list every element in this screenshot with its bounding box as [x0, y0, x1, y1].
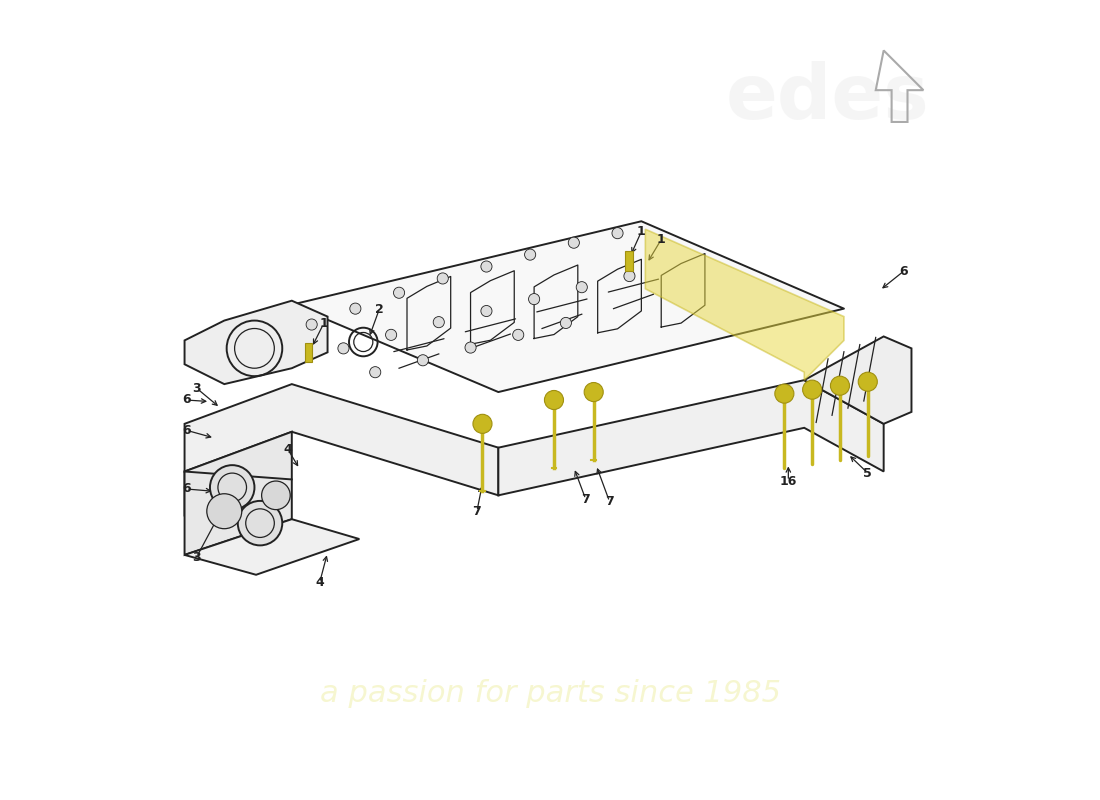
Circle shape [584, 382, 603, 402]
Text: 6: 6 [899, 265, 907, 278]
Circle shape [238, 501, 283, 546]
Text: 1: 1 [657, 233, 665, 246]
Bar [305, 342, 312, 362]
Circle shape [385, 330, 397, 341]
Circle shape [513, 330, 524, 341]
Circle shape [338, 342, 349, 354]
Circle shape [612, 228, 623, 238]
Polygon shape [804, 337, 912, 424]
Polygon shape [646, 229, 844, 380]
Circle shape [830, 376, 849, 395]
Circle shape [262, 481, 290, 510]
Circle shape [774, 384, 794, 403]
Text: 3: 3 [192, 550, 201, 564]
Polygon shape [292, 222, 844, 392]
Circle shape [528, 294, 540, 305]
Circle shape [207, 494, 242, 529]
Text: 1: 1 [637, 225, 646, 238]
Text: 6: 6 [182, 394, 190, 406]
Circle shape [481, 306, 492, 317]
Circle shape [473, 414, 492, 434]
Text: 7: 7 [473, 505, 482, 518]
Circle shape [350, 303, 361, 314]
Text: 7: 7 [605, 495, 614, 508]
Polygon shape [185, 471, 292, 555]
Text: 7: 7 [582, 493, 590, 506]
Text: 16: 16 [780, 474, 798, 487]
Bar [626, 251, 634, 270]
Circle shape [803, 380, 822, 399]
Circle shape [560, 318, 572, 329]
Text: 1: 1 [319, 318, 328, 330]
Polygon shape [185, 519, 360, 574]
Text: 6: 6 [182, 424, 190, 437]
Polygon shape [185, 432, 292, 515]
Text: a passion for parts since 1985: a passion for parts since 1985 [319, 679, 781, 709]
Polygon shape [498, 380, 883, 495]
Circle shape [210, 465, 254, 510]
Circle shape [576, 282, 587, 293]
Circle shape [433, 317, 444, 328]
Circle shape [858, 372, 878, 391]
Text: 5: 5 [864, 466, 872, 479]
Text: 4: 4 [316, 576, 324, 590]
Circle shape [417, 354, 429, 366]
Polygon shape [185, 384, 498, 495]
Text: 2: 2 [375, 303, 384, 316]
Circle shape [370, 366, 381, 378]
Text: 6: 6 [182, 482, 190, 495]
Text: 4: 4 [284, 442, 293, 456]
Text: edes: edes [726, 61, 930, 135]
Circle shape [465, 342, 476, 353]
Circle shape [437, 273, 449, 284]
Circle shape [306, 319, 317, 330]
Circle shape [544, 390, 563, 410]
Circle shape [569, 237, 580, 248]
Text: 3: 3 [192, 382, 201, 394]
Circle shape [624, 270, 635, 282]
Polygon shape [185, 301, 328, 384]
Circle shape [481, 261, 492, 272]
Circle shape [394, 287, 405, 298]
Circle shape [525, 249, 536, 260]
